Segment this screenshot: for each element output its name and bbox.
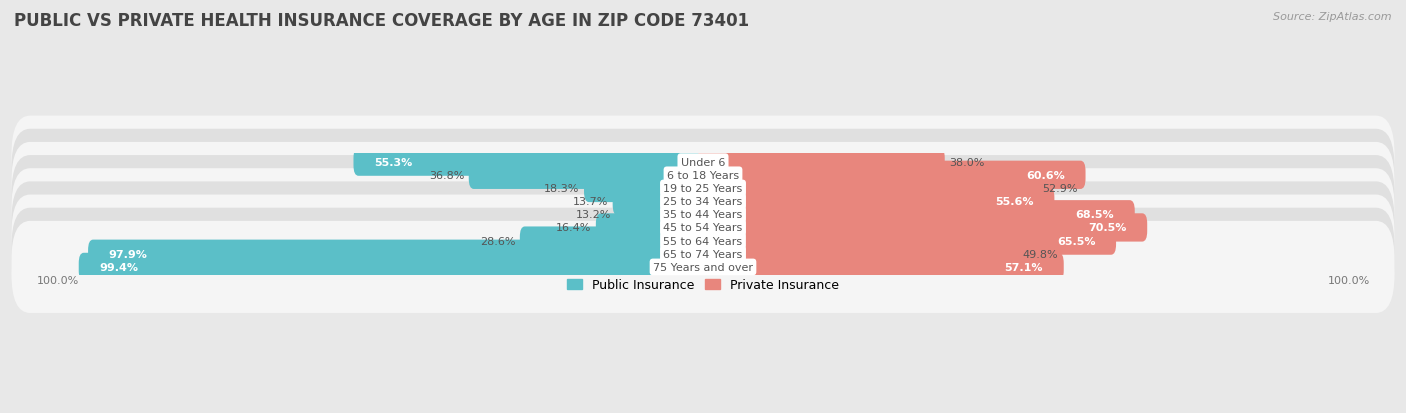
Text: 97.9%: 97.9% — [108, 249, 148, 259]
FancyBboxPatch shape — [11, 195, 1395, 287]
Text: 55.6%: 55.6% — [995, 197, 1033, 206]
Text: 6 to 18 Years: 6 to 18 Years — [666, 171, 740, 180]
FancyBboxPatch shape — [697, 214, 1147, 242]
FancyBboxPatch shape — [468, 161, 709, 190]
FancyBboxPatch shape — [11, 129, 1395, 221]
FancyBboxPatch shape — [697, 148, 945, 176]
Text: 38.0%: 38.0% — [949, 157, 984, 167]
FancyBboxPatch shape — [11, 208, 1395, 300]
FancyBboxPatch shape — [11, 169, 1395, 261]
Text: 65 to 74 Years: 65 to 74 Years — [664, 249, 742, 259]
Text: 100.0%: 100.0% — [1327, 276, 1369, 286]
FancyBboxPatch shape — [697, 253, 1064, 281]
FancyBboxPatch shape — [11, 142, 1395, 235]
Text: 25 to 34 Years: 25 to 34 Years — [664, 197, 742, 206]
Text: 52.9%: 52.9% — [1042, 183, 1077, 194]
Text: 55 to 64 Years: 55 to 64 Years — [664, 236, 742, 246]
Text: 99.4%: 99.4% — [100, 262, 138, 272]
FancyBboxPatch shape — [79, 253, 709, 281]
FancyBboxPatch shape — [697, 161, 1085, 190]
Text: 100.0%: 100.0% — [37, 276, 79, 286]
FancyBboxPatch shape — [697, 240, 1018, 268]
Text: 60.6%: 60.6% — [1026, 171, 1064, 180]
Text: 19 to 25 Years: 19 to 25 Years — [664, 183, 742, 194]
FancyBboxPatch shape — [697, 174, 1038, 203]
FancyBboxPatch shape — [11, 182, 1395, 274]
FancyBboxPatch shape — [520, 227, 709, 255]
Text: 75 Years and over: 75 Years and over — [652, 262, 754, 272]
Legend: Public Insurance, Private Insurance: Public Insurance, Private Insurance — [562, 273, 844, 297]
Text: 70.5%: 70.5% — [1088, 223, 1126, 233]
Text: 16.4%: 16.4% — [557, 223, 592, 233]
Text: Under 6: Under 6 — [681, 157, 725, 167]
FancyBboxPatch shape — [697, 227, 1116, 255]
FancyBboxPatch shape — [11, 221, 1395, 313]
Text: 55.3%: 55.3% — [374, 157, 412, 167]
FancyBboxPatch shape — [697, 188, 1054, 216]
FancyBboxPatch shape — [697, 201, 1135, 229]
Text: 28.6%: 28.6% — [479, 236, 516, 246]
Text: 57.1%: 57.1% — [1005, 262, 1043, 272]
FancyBboxPatch shape — [11, 116, 1395, 208]
Text: 13.7%: 13.7% — [572, 197, 609, 206]
Text: 35 to 44 Years: 35 to 44 Years — [664, 210, 742, 220]
Text: 45 to 54 Years: 45 to 54 Years — [664, 223, 742, 233]
Text: 65.5%: 65.5% — [1057, 236, 1095, 246]
FancyBboxPatch shape — [596, 214, 709, 242]
Text: PUBLIC VS PRIVATE HEALTH INSURANCE COVERAGE BY AGE IN ZIP CODE 73401: PUBLIC VS PRIVATE HEALTH INSURANCE COVER… — [14, 12, 749, 30]
Text: Source: ZipAtlas.com: Source: ZipAtlas.com — [1274, 12, 1392, 22]
Text: 13.2%: 13.2% — [576, 210, 612, 220]
FancyBboxPatch shape — [613, 188, 709, 216]
FancyBboxPatch shape — [11, 156, 1395, 247]
FancyBboxPatch shape — [583, 174, 709, 203]
FancyBboxPatch shape — [353, 148, 709, 176]
Text: 36.8%: 36.8% — [429, 171, 464, 180]
FancyBboxPatch shape — [616, 201, 709, 229]
Text: 49.8%: 49.8% — [1022, 249, 1059, 259]
Text: 18.3%: 18.3% — [544, 183, 579, 194]
Text: 68.5%: 68.5% — [1076, 210, 1114, 220]
FancyBboxPatch shape — [89, 240, 709, 268]
